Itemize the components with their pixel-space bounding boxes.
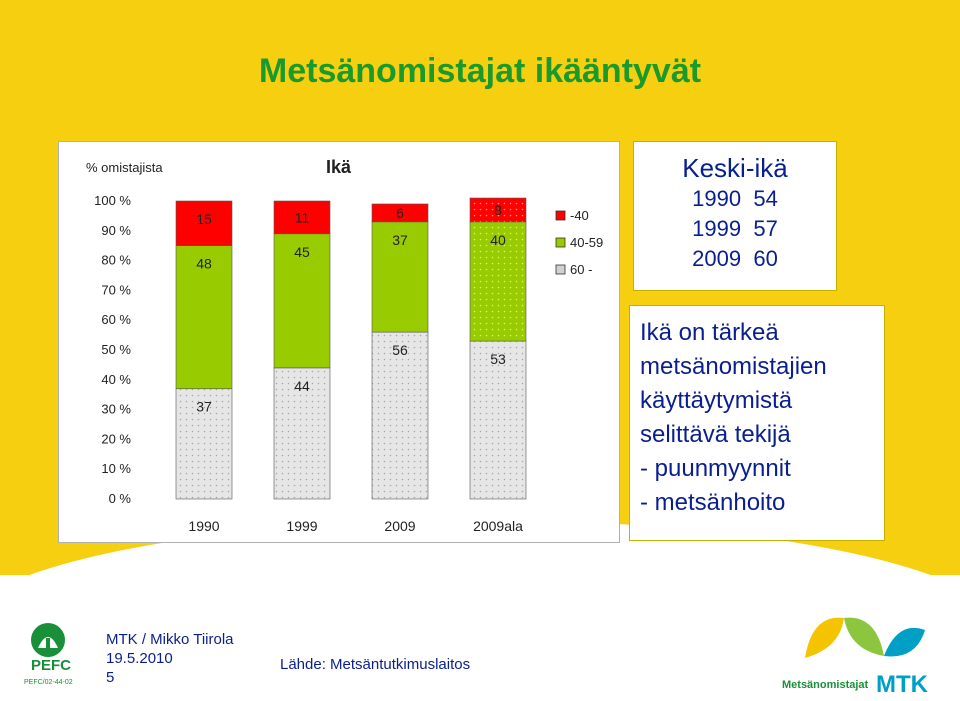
chart-title: Ikä xyxy=(326,157,352,177)
y-tick-label: 0 % xyxy=(109,491,132,506)
footer-date: 19.5.2010 xyxy=(106,650,173,667)
legend-swatch xyxy=(555,210,566,221)
y-tick-label: 80 % xyxy=(101,253,131,268)
bar-segment xyxy=(371,221,429,333)
data-label: 53 xyxy=(490,351,506,367)
y-tick-label: 100 % xyxy=(94,193,131,208)
message-line: käyttäytymistä xyxy=(640,387,793,414)
footer-author-block: MTK / Mikko Tiirola 19.5.2010 5 xyxy=(106,630,234,687)
bar-segment xyxy=(175,200,233,247)
footer-author: MTK / Mikko Tiirola xyxy=(106,631,234,648)
data-label: 6 xyxy=(396,205,404,221)
y-tick-label: 50 % xyxy=(101,342,131,357)
data-label: 37 xyxy=(392,232,408,248)
stacked-bar-chart: % omistajista Ikä 37 48 15 44 45 11 56 37 6 53 40 8… xyxy=(86,157,603,534)
message-line: - puunmyynnit xyxy=(640,455,791,482)
mtk-label: MTK xyxy=(876,671,929,698)
data-label: 37 xyxy=(196,399,212,415)
bars-layer: 37 48 15 44 45 11 56 37 6 53 40 8 xyxy=(175,197,527,500)
y-axis-label: % omistajista xyxy=(86,160,163,175)
data-label: 48 xyxy=(196,256,212,272)
bar-segment xyxy=(371,203,429,223)
y-tick-label: 70 % xyxy=(101,282,131,297)
y-tick-label: 60 % xyxy=(101,312,131,327)
data-label: 56 xyxy=(392,342,408,358)
x-tick-label: 2009ala xyxy=(473,518,523,534)
average-age-row: 2009 60 xyxy=(692,246,778,271)
x-tick-label: 2009 xyxy=(384,518,415,534)
pefc-logo: PEFC PEFC/02-44-02 xyxy=(24,623,73,686)
data-label: 45 xyxy=(294,244,310,260)
pefc-label: PEFC xyxy=(31,657,71,674)
chart-panel: % omistajista Ikä 37 48 15 44 45 11 56 37 6 53 40 8… xyxy=(58,141,620,543)
legend-label: -40 xyxy=(570,208,589,223)
bar-segment xyxy=(273,200,331,235)
average-age-header: Keski-ikä xyxy=(682,153,788,183)
x-tick-label: 1990 xyxy=(188,518,219,534)
data-label: 11 xyxy=(295,209,310,225)
message-line: - metsänhoito xyxy=(640,489,786,516)
bar-segment xyxy=(469,340,527,500)
mtk-sub-label: Metsänomistajat xyxy=(782,679,869,691)
y-tick-label: 30 % xyxy=(101,402,131,417)
key-message-box: Ikä on tärkeä metsänomistajien käyttäyty… xyxy=(629,305,885,541)
bar-segment xyxy=(273,233,331,369)
message-line: metsänomistajien xyxy=(640,353,827,380)
y-tick-label: 10 % xyxy=(101,461,131,476)
average-age-row: 1990 54 xyxy=(692,186,778,211)
data-label: 8 xyxy=(494,202,502,218)
message-line: Ikä on tärkeä xyxy=(640,319,779,346)
axis-layer: 0 % 10 % 20 % 30 % 40 % 50 % 60 % 70 % 80 % 90 % 1… xyxy=(94,193,523,534)
bar-segment xyxy=(469,221,527,342)
data-label: 15 xyxy=(196,211,212,227)
y-tick-label: 90 % xyxy=(101,223,131,238)
slide-title: Metsänomistajat ikääntyvät xyxy=(258,52,702,90)
bar-segment xyxy=(371,331,429,500)
bar-segment xyxy=(175,245,233,390)
bar-segment xyxy=(469,197,527,223)
legend-label: 40-59 xyxy=(570,235,603,250)
footer-page-number: 5 xyxy=(106,669,115,686)
data-label: 44 xyxy=(294,378,310,394)
y-tick-label: 20 % xyxy=(101,431,131,446)
message-line: selittävä tekijä xyxy=(640,421,791,448)
y-tick-label: 40 % xyxy=(101,372,131,387)
legend-layer: -40 40-59 60 - xyxy=(555,208,603,277)
x-tick-label: 1999 xyxy=(286,518,317,534)
pefc-code: PEFC/02-44-02 xyxy=(24,679,73,686)
bar-segment xyxy=(175,388,233,500)
legend-label: 60 - xyxy=(570,262,592,277)
average-age-box: Keski-ikä 1990 54 1999 57 2009 60 xyxy=(633,141,837,291)
average-age-row: 1999 57 xyxy=(692,216,778,241)
footer-source: Lähde: Metsäntutkimuslaitos xyxy=(280,656,471,673)
legend-swatch xyxy=(555,237,566,248)
data-label: 40 xyxy=(490,232,506,248)
legend-swatch xyxy=(555,264,566,275)
mtk-logo: Metsänomistajat MTK xyxy=(782,617,929,698)
